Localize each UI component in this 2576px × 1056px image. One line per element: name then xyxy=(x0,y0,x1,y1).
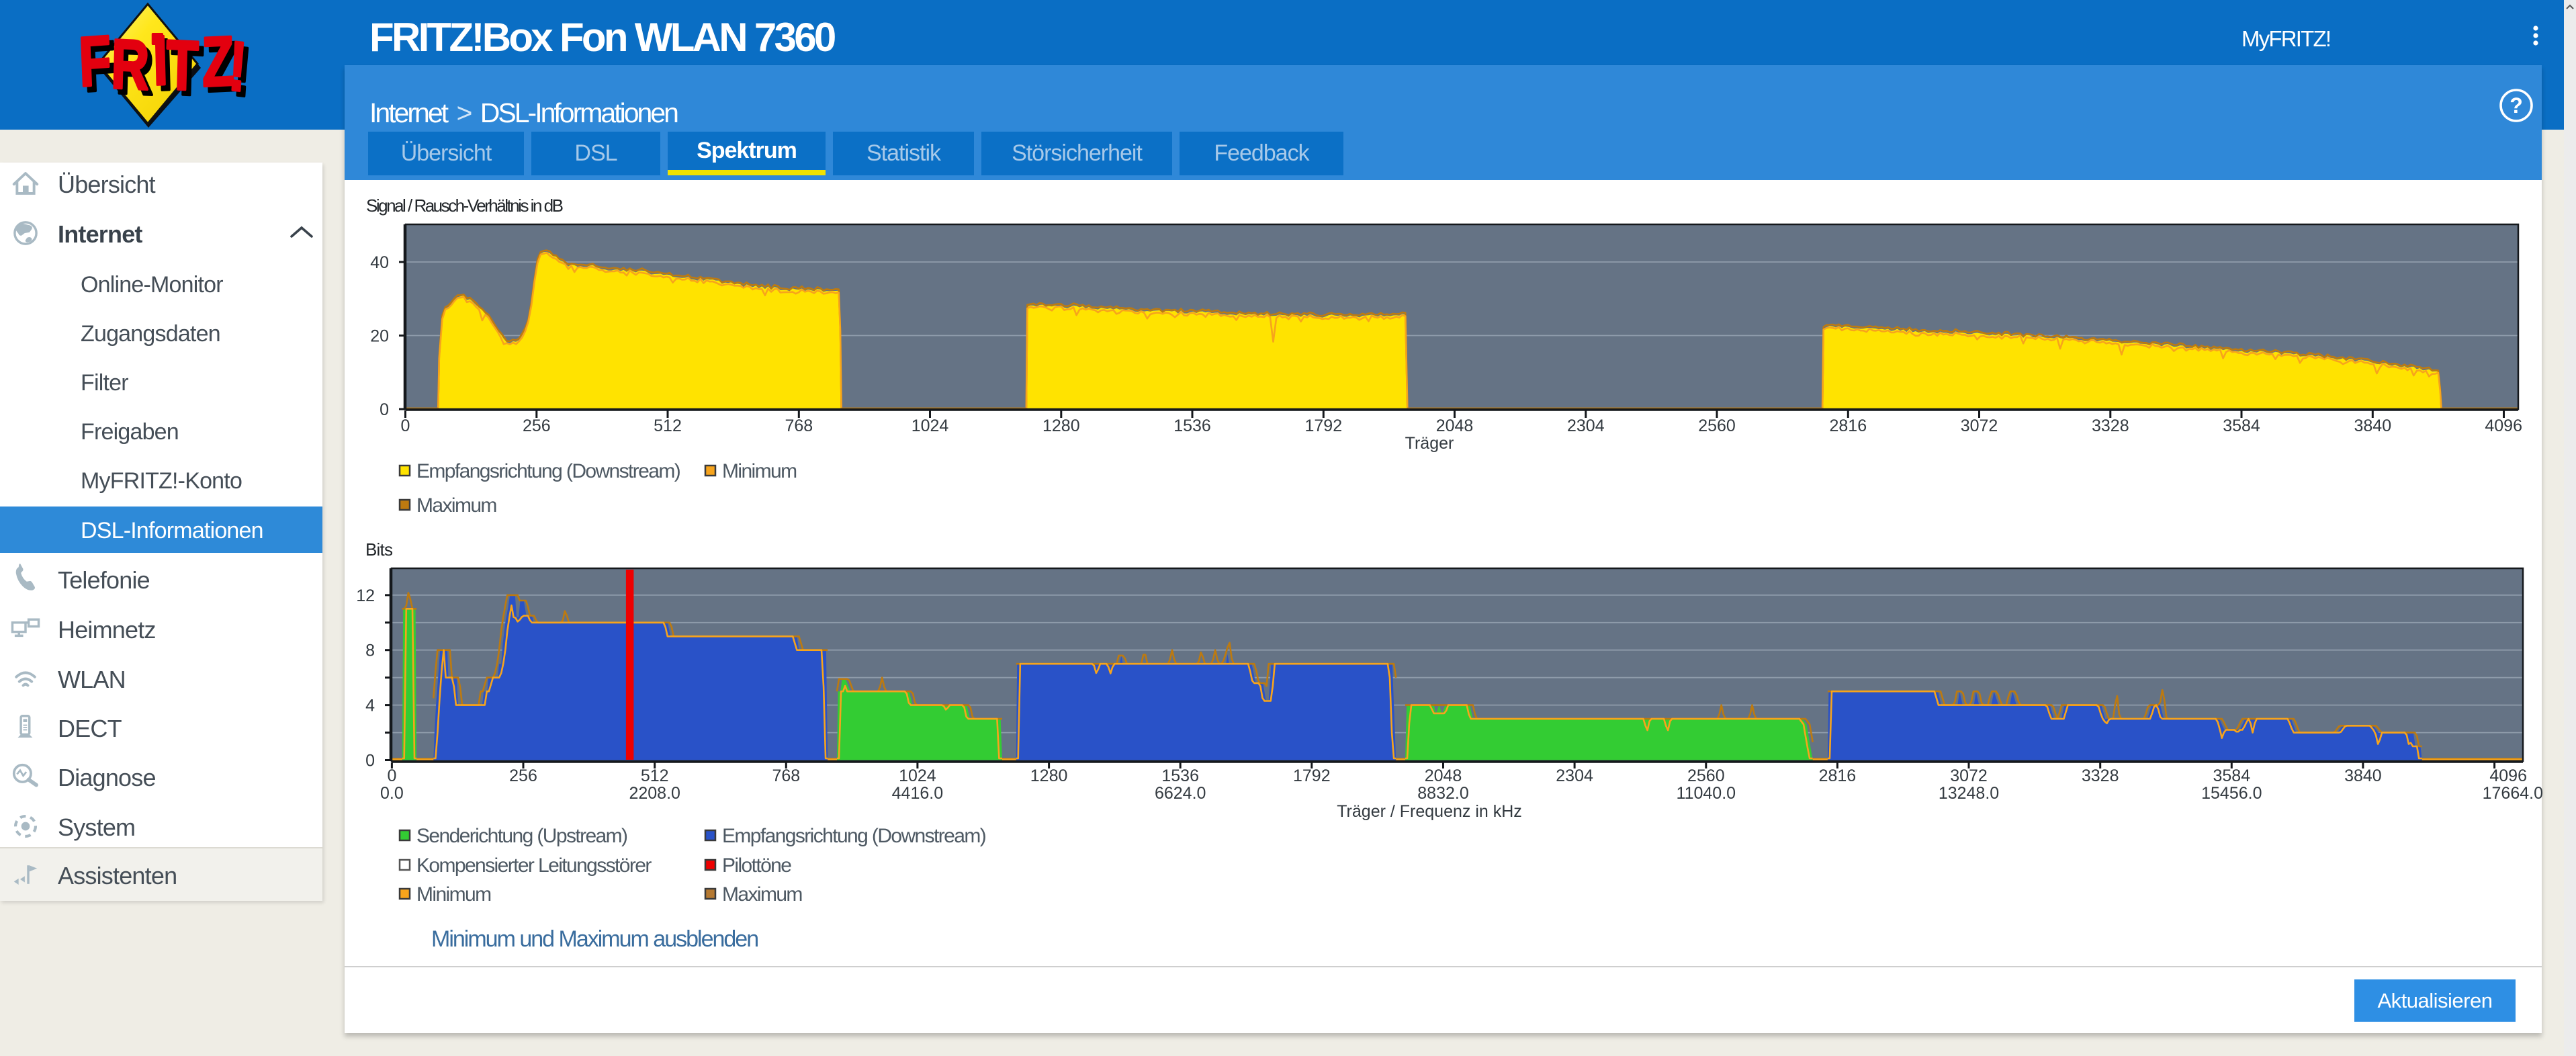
svg-text:I: I xyxy=(152,21,169,99)
svg-text:20: 20 xyxy=(370,327,389,346)
svg-text:256: 256 xyxy=(523,416,551,435)
svg-text:12: 12 xyxy=(356,586,375,605)
svg-text:3328: 3328 xyxy=(2092,416,2129,435)
svg-text:768: 768 xyxy=(785,416,813,435)
svg-text:1536: 1536 xyxy=(1161,766,1199,785)
svg-text:T: T xyxy=(165,26,199,105)
svg-text:2816: 2816 xyxy=(1829,416,1867,435)
svg-text:3072: 3072 xyxy=(1950,766,1988,785)
svg-text:Minimum: Minimum xyxy=(722,460,797,482)
svg-text:8: 8 xyxy=(365,642,375,660)
svg-text:4: 4 xyxy=(365,697,375,715)
svg-text:T: T xyxy=(170,32,204,111)
svg-text:2048: 2048 xyxy=(1436,416,1474,435)
svg-text:0: 0 xyxy=(387,766,396,785)
svg-text:Maximum: Maximum xyxy=(722,883,802,906)
svg-text:Bits: Bits xyxy=(365,539,393,560)
svg-text:512: 512 xyxy=(641,766,669,785)
svg-text:0: 0 xyxy=(401,416,410,435)
svg-text:Minimum und Maximum ausblenden: Minimum und Maximum ausblenden xyxy=(431,926,758,952)
svg-text:1536: 1536 xyxy=(1173,416,1211,435)
svg-text:4416.0: 4416.0 xyxy=(892,784,943,803)
svg-text:0.0: 0.0 xyxy=(380,784,404,803)
svg-text:15456.0: 15456.0 xyxy=(2201,784,2262,803)
svg-text:512: 512 xyxy=(654,416,682,435)
svg-text:2304: 2304 xyxy=(1567,416,1605,435)
svg-text:R: R xyxy=(115,31,154,110)
svg-text:Pilottöne: Pilottöne xyxy=(722,854,791,877)
svg-text:?: ? xyxy=(2510,93,2523,118)
svg-text:256: 256 xyxy=(509,766,537,785)
svg-text:F: F xyxy=(78,21,113,101)
svg-text:11040.0: 11040.0 xyxy=(1677,784,1736,803)
svg-text:1280: 1280 xyxy=(1042,416,1080,435)
svg-text:17664.0: 17664.0 xyxy=(2483,784,2543,803)
svg-text:4096: 4096 xyxy=(2485,416,2522,435)
svg-text:6624.0: 6624.0 xyxy=(1155,784,1206,803)
svg-text:2816: 2816 xyxy=(1819,766,1857,785)
svg-text:8832.0: 8832.0 xyxy=(1417,784,1468,803)
svg-text:Z: Z xyxy=(201,22,235,101)
svg-text:3840: 3840 xyxy=(2344,766,2382,785)
svg-text:Empfangsrichtung (Downstream): Empfangsrichtung (Downstream) xyxy=(416,460,680,482)
svg-text:Kompensierter Leitungsstörer: Kompensierter Leitungsstörer xyxy=(416,854,652,877)
svg-text:Maximum: Maximum xyxy=(416,494,496,517)
svg-text:3584: 3584 xyxy=(2213,766,2250,785)
svg-text:1280: 1280 xyxy=(1030,766,1068,785)
svg-text:4096: 4096 xyxy=(2489,766,2527,785)
svg-text:R: R xyxy=(110,26,150,105)
svg-text:2560: 2560 xyxy=(1687,766,1725,785)
svg-text:1024: 1024 xyxy=(912,416,949,435)
svg-text:Empfangsrichtung (Downstream): Empfangsrichtung (Downstream) xyxy=(722,825,986,847)
svg-text:Träger / Frequenz in kHz: Träger / Frequenz in kHz xyxy=(1337,802,1522,821)
svg-text:3072: 3072 xyxy=(1961,416,1998,435)
svg-text:F: F xyxy=(83,27,118,107)
svg-text:Minimum: Minimum xyxy=(416,883,491,906)
svg-text:0: 0 xyxy=(365,752,375,771)
svg-text:Signal / Rausch-Verhältnis in: Signal / Rausch-Verhältnis in dB xyxy=(366,195,563,216)
svg-text:1792: 1792 xyxy=(1304,416,1342,435)
svg-text:2560: 2560 xyxy=(1698,416,1736,435)
svg-text:3328: 3328 xyxy=(2082,766,2119,785)
svg-text:2304: 2304 xyxy=(1556,766,1593,785)
svg-text:Senderichtung (Upstream): Senderichtung (Upstream) xyxy=(416,825,627,847)
svg-text:768: 768 xyxy=(772,766,800,785)
svg-text:2048: 2048 xyxy=(1425,766,1462,785)
svg-text:Z: Z xyxy=(206,28,240,107)
svg-text:3840: 3840 xyxy=(2354,416,2391,435)
svg-text:0: 0 xyxy=(380,400,389,419)
svg-text:13248.0: 13248.0 xyxy=(1939,784,1999,803)
svg-text:40: 40 xyxy=(370,253,389,272)
svg-text:3584: 3584 xyxy=(2223,416,2260,435)
svg-text:Träger: Träger xyxy=(1405,434,1454,453)
svg-text:1024: 1024 xyxy=(899,766,936,785)
svg-text:2208.0: 2208.0 xyxy=(629,784,680,803)
svg-text:1792: 1792 xyxy=(1293,766,1331,785)
